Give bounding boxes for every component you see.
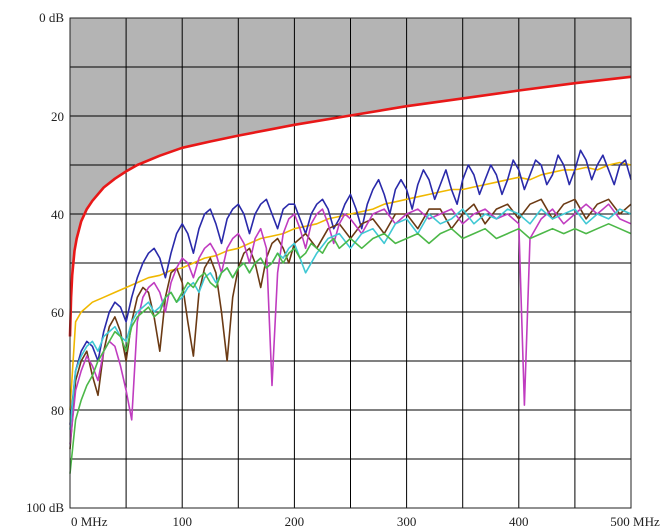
- x-tick-label: 300: [397, 514, 417, 529]
- y-tick-label: 60: [51, 305, 64, 320]
- y-tick-label: 40: [51, 207, 64, 222]
- y-tick-label: 20: [51, 109, 64, 124]
- plot-frame: [69, 17, 632, 509]
- x-tick-label: 400: [509, 514, 529, 529]
- limit-curve-group: [68, 75, 632, 337]
- x-tick-label: 500 MHz: [610, 514, 660, 529]
- series-line-6: [69, 223, 632, 474]
- series-line-2: [69, 149, 632, 425]
- x-tick-label: 200: [285, 514, 305, 529]
- y-tick-labels: 0 dB 20 40 60 80 100 dB: [26, 10, 64, 515]
- x-tick-labels: 0 MHz 100 200 300 400 500 MHz: [71, 514, 660, 529]
- shaded-limit-region: [70, 18, 631, 337]
- y-tick-label: 0 dB: [39, 10, 64, 25]
- x-tick-label: 100: [172, 514, 192, 529]
- series-lines: [69, 149, 632, 474]
- y-tick-label: 80: [51, 403, 64, 418]
- series-line-4: [69, 203, 632, 445]
- y-tick-label: 100 dB: [26, 500, 64, 515]
- limit-fill-area: [70, 18, 631, 337]
- x-tick-label: 0 MHz: [71, 514, 108, 529]
- limit-curve: [68, 75, 632, 337]
